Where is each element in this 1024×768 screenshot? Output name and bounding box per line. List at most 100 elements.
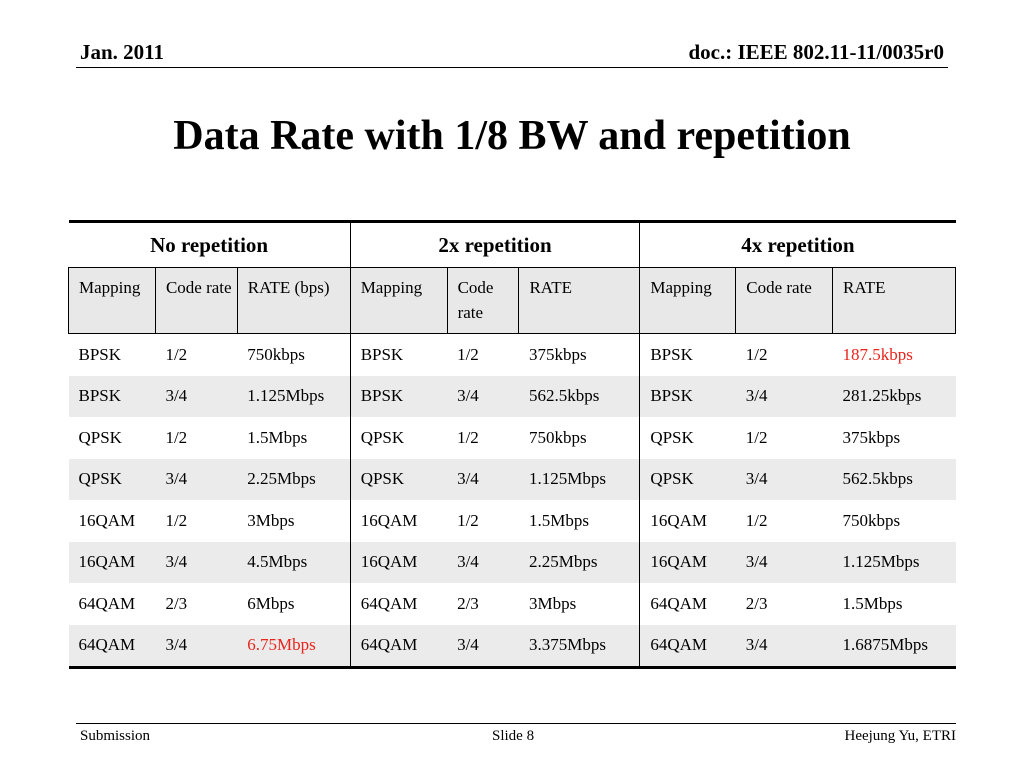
slide-title: Data Rate with 1/8 BW and repetition xyxy=(173,113,851,159)
table-cell: 750kbps xyxy=(247,344,305,364)
table-cell: 562.5kbps xyxy=(832,458,956,500)
table-cell: 64QAM xyxy=(639,583,736,625)
footer-divider xyxy=(76,723,956,724)
table-cell: 2/3 xyxy=(165,593,188,613)
column-header: Mapping xyxy=(349,267,448,334)
table-cell: 3/4 xyxy=(447,375,519,417)
group-header: 4x repetition xyxy=(639,220,956,268)
table-cell: 562.5kbps xyxy=(518,375,640,417)
table-cell: 64QAM xyxy=(639,624,736,669)
table-cell: 2/3 xyxy=(745,593,768,613)
table-cell: 3/4 xyxy=(735,624,833,669)
table-cell: 1/2 xyxy=(745,427,768,447)
table-cell: 3Mbps xyxy=(247,510,295,530)
table-cell: 375kbps xyxy=(528,344,587,364)
table-cell: 1/2 xyxy=(457,344,479,364)
table-cell: 1.5Mbps xyxy=(528,510,589,530)
table-cell: 187.5kbps xyxy=(842,344,913,364)
table-row: BPSK 1/2 750kbps BPSK 1/2 375kbps BPSK 1/2 187.5… xyxy=(69,333,956,376)
table-cell: 1.125Mbps xyxy=(832,541,956,583)
table-cell: 3Mbps xyxy=(528,593,577,613)
table-cell: 1/2 xyxy=(457,510,479,530)
table-row: QPSK 3/4 2.25Mbps QPSK 3/4 1.125Mbps QPSK 3/4 56… xyxy=(68,458,956,500)
column-header: Code rate xyxy=(446,267,519,334)
table-cell: 2.25Mbps xyxy=(518,541,640,583)
table-row: QPSK 1/2 1.5Mbps QPSK 1/2 750kbps QPSK 1/2 375kb… xyxy=(69,417,956,459)
table-cell: 64QAM xyxy=(68,624,156,669)
table-cell: BPSK xyxy=(349,375,448,417)
table-cell: 750kbps xyxy=(842,510,901,530)
table-cell: 64QAM xyxy=(78,593,136,613)
table-cell: QPSK xyxy=(78,427,122,447)
group-header: No repetition xyxy=(68,220,351,268)
table-cell: 1/2 xyxy=(165,510,188,530)
table-cell: 3/4 xyxy=(447,541,519,583)
table-cell: 3/4 xyxy=(155,541,238,583)
table-cell: 16QAM xyxy=(349,541,448,583)
header-divider xyxy=(76,67,948,68)
table-cell: 375kbps xyxy=(842,427,901,447)
table-cell: 64QAM xyxy=(349,583,448,625)
table-cell: 1/2 xyxy=(165,427,188,447)
table-cell: 6.75Mbps xyxy=(237,624,351,669)
table-cell: 1/2 xyxy=(745,510,768,530)
column-header: Code rate xyxy=(154,267,238,334)
table-cell: BPSK xyxy=(639,375,736,417)
table-cell: QPSK xyxy=(639,417,736,459)
table-row: BPSK 3/4 1.125Mbps BPSK 3/4 562.5kbps BPSK 3/4 2… xyxy=(68,375,956,417)
table-cell: 6Mbps xyxy=(247,593,295,613)
table-row: 16QAM 1/2 3Mbps 16QAM 1/2 1.5Mbps 16QAM 1/2 750k… xyxy=(69,500,956,542)
table-cell: 3.375Mbps xyxy=(518,624,640,669)
table-cell: QPSK xyxy=(639,458,736,500)
column-header-row: Mapping Code rate RATE (bps) Mapping Cod… xyxy=(68,267,956,334)
table-cell: 2/3 xyxy=(457,593,479,613)
table-cell: 1/2 xyxy=(165,344,188,364)
table-cell: 3/4 xyxy=(447,624,519,669)
footer-slide-number: Slide 8 xyxy=(492,728,535,744)
table-cell: 1.125Mbps xyxy=(237,375,351,417)
table-cell: BPSK xyxy=(349,333,448,376)
table-row: 64QAM 3/4 6.75Mbps 64QAM 3/4 3.375Mbps 64QAM 3/… xyxy=(68,624,956,669)
table-cell: 3/4 xyxy=(155,624,238,669)
data-rate-table: No repetition 2x repetition 4x repetitio… xyxy=(68,220,956,669)
table-cell: 3/4 xyxy=(735,541,833,583)
table-cell: 1.125Mbps xyxy=(518,458,640,500)
header-doc-id: doc.: IEEE 802.11-11/0035r0 xyxy=(688,40,944,64)
table-cell: QPSK xyxy=(68,458,156,500)
group-header: 2x repetition xyxy=(349,220,640,268)
table-cell: 16QAM xyxy=(639,500,736,542)
table-cell: 16QAM xyxy=(639,541,736,583)
header-date: Jan. 2011 xyxy=(80,40,165,64)
table-cell: 64QAM xyxy=(349,624,448,669)
table-cell: 281.25kbps xyxy=(832,375,956,417)
table-cell: 3/4 xyxy=(735,458,833,500)
table-cell: 16QAM xyxy=(78,510,136,530)
table-row: 64QAM 2/3 6Mbps 64QAM 2/3 3Mbps 64QAM 2/3 1.5Mbp… xyxy=(69,583,956,625)
table-cell: 3/4 xyxy=(735,375,833,417)
column-header: RATE xyxy=(518,267,640,334)
column-header: Mapping xyxy=(639,267,736,334)
table-cell: 16QAM xyxy=(68,541,156,583)
column-header: RATE (bps) xyxy=(236,267,351,334)
table-cell: QPSK xyxy=(349,458,448,500)
table-cell: 16QAM xyxy=(349,500,448,542)
table-cell: 2.25Mbps xyxy=(237,458,351,500)
table-cell: 750kbps xyxy=(528,427,587,447)
table-cell: 3/4 xyxy=(155,375,238,417)
table-cell: BPSK xyxy=(68,375,156,417)
table-cell: 3/4 xyxy=(447,458,519,500)
table-cell: BPSK xyxy=(78,344,122,364)
footer-submission: Submission xyxy=(80,728,151,744)
table-cell: 1.6875Mbps xyxy=(832,624,956,669)
table-row: 16QAM 3/4 4.5Mbps 16QAM 3/4 2.25Mbps 16QAM 3/4 1… xyxy=(68,541,956,583)
footer-author: Heejung Yu, ETRI xyxy=(844,728,956,744)
table-cell: 1/2 xyxy=(745,344,768,364)
column-header: Mapping xyxy=(68,267,156,334)
group-header-row: No repetition 2x repetition 4x repetitio… xyxy=(68,220,956,268)
column-header: Code rate xyxy=(735,267,833,334)
table-body: BPSK 1/2 750kbps BPSK 1/2 375kbps BPSK 1/2 187.5… xyxy=(68,333,956,669)
table-cell: 1.5Mbps xyxy=(842,593,903,613)
table-cell: 1/2 xyxy=(457,427,479,447)
table-cell: QPSK xyxy=(349,417,448,459)
table-cell: 4.5Mbps xyxy=(237,541,351,583)
